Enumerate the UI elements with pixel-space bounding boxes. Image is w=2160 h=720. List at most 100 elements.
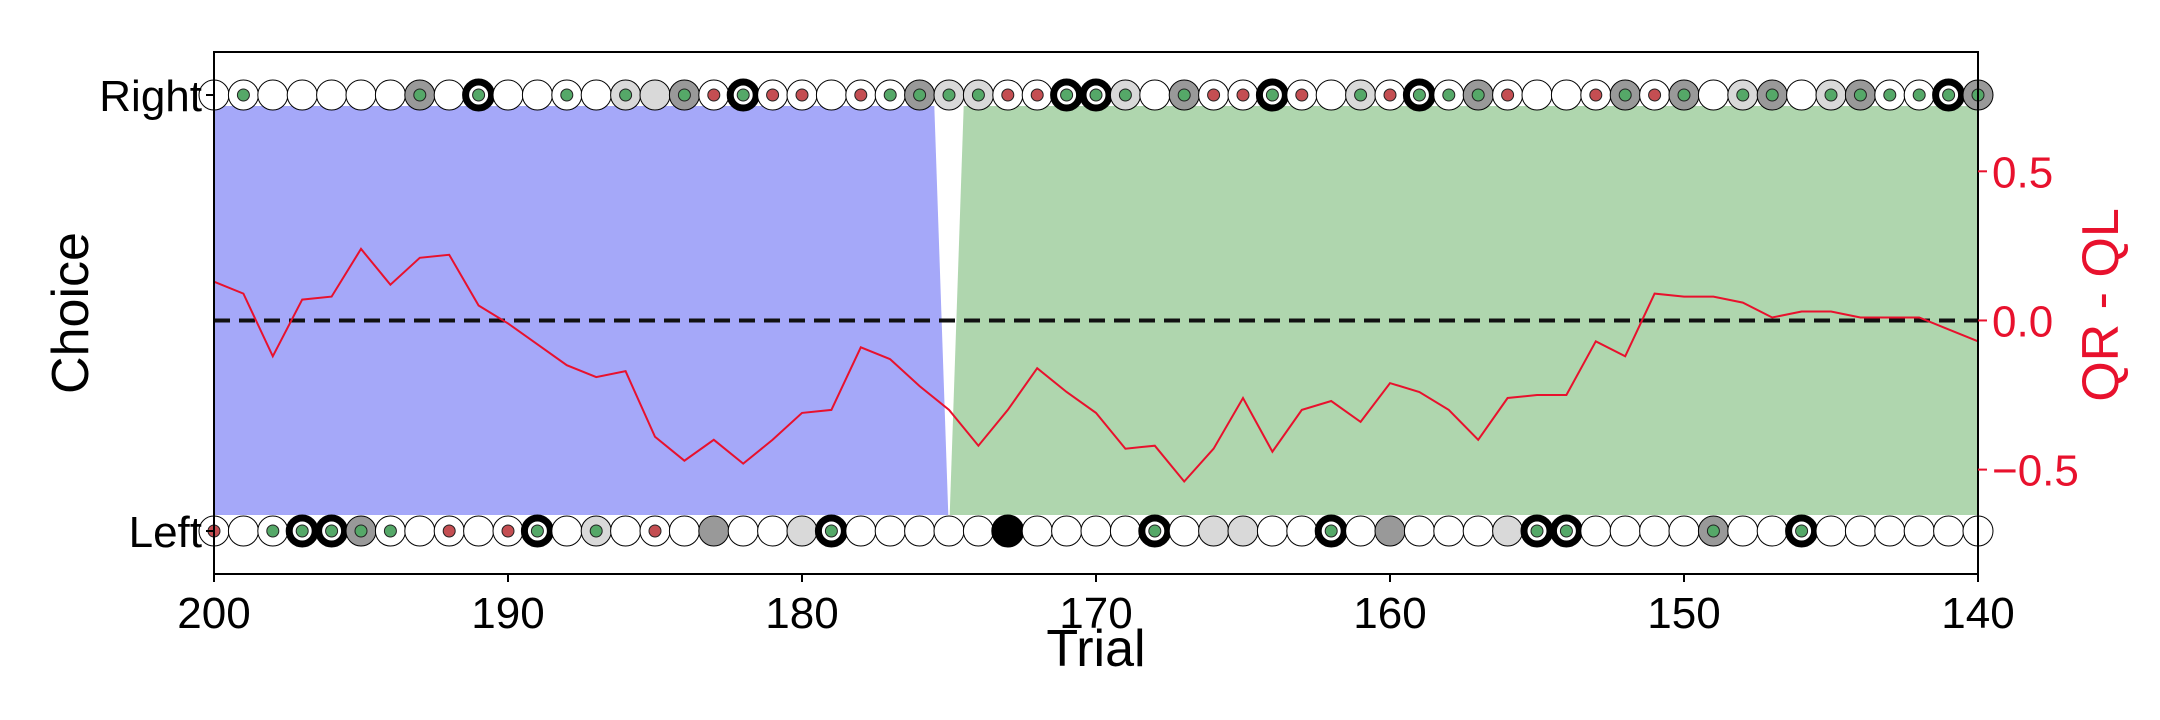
right-outcome-dot — [1471, 88, 1485, 102]
left-choice-marker — [1609, 515, 1641, 547]
left-outcome-dot — [1706, 524, 1720, 538]
right-choice-marker — [1139, 79, 1171, 111]
right-outcome-dot — [1618, 88, 1632, 102]
right-choice-marker — [1550, 79, 1582, 111]
right-outcome-dot — [1912, 88, 1926, 102]
right-choice-marker — [374, 79, 406, 111]
left-choice-marker — [1168, 515, 1200, 547]
right-outcome-dot — [1442, 88, 1456, 102]
left-choice-marker — [1668, 515, 1700, 547]
right-outcome-dot — [1412, 88, 1426, 102]
right-outcome-dot — [971, 88, 985, 102]
left-choice-marker — [227, 515, 259, 547]
right-outcome-dot — [619, 88, 633, 102]
right-choice-marker — [345, 79, 377, 111]
left-choice-marker — [698, 515, 730, 547]
choice-tick-label: Right — [99, 72, 202, 121]
left-outcome-dot — [383, 524, 397, 538]
left-choice-marker — [904, 515, 936, 547]
left-outcome-dot — [1530, 524, 1544, 538]
left-choice-marker — [1256, 515, 1288, 547]
right-outcome-dot — [1001, 88, 1015, 102]
right-outcome-dot — [1030, 88, 1044, 102]
left-choice-marker — [1227, 515, 1259, 547]
left-outcome-dot — [530, 524, 544, 538]
x-axis-label: Trial — [1046, 620, 1145, 678]
left-outcome-dot — [1559, 524, 1573, 538]
right-tick-label: −0.5 — [1992, 447, 2079, 496]
right-outcome-dot — [1824, 88, 1838, 102]
block-region-1 — [214, 106, 949, 515]
right-outcome-dot — [1501, 88, 1515, 102]
right-outcome-dot — [1736, 88, 1750, 102]
right-outcome-dot — [1677, 88, 1691, 102]
right-choice-marker — [580, 79, 612, 111]
x-tick-label: 160 — [1353, 589, 1426, 638]
left-choice-marker — [757, 515, 789, 547]
left-axis-label: Choice — [42, 232, 100, 394]
left-outcome-dot — [325, 524, 339, 538]
block-region-2 — [949, 106, 1979, 515]
left-choice-marker — [610, 515, 642, 547]
right-outcome-dot — [942, 88, 956, 102]
left-choice-marker — [845, 515, 877, 547]
right-outcome-dot — [854, 88, 868, 102]
right-outcome-dot — [1207, 88, 1221, 102]
right-outcome-dot — [413, 88, 427, 102]
left-choice-marker — [463, 515, 495, 547]
left-choice-marker — [991, 514, 1025, 548]
right-outcome-dot — [1853, 88, 1867, 102]
right-outcome-dot — [1354, 88, 1368, 102]
right-outcome-dot — [1177, 88, 1191, 102]
right-outcome-dot — [1236, 88, 1250, 102]
left-outcome-dot — [295, 524, 309, 538]
right-outcome-dot — [472, 88, 486, 102]
left-choice-marker — [1874, 515, 1906, 547]
x-tick-label: 150 — [1647, 589, 1720, 638]
right-outcome-dot — [236, 88, 250, 102]
left-outcome-dot — [354, 524, 368, 538]
x-tick-label: 170 — [1059, 589, 1132, 638]
left-choice-marker — [1639, 515, 1671, 547]
right-choice-marker — [492, 79, 524, 111]
x-tick-label: 200 — [177, 589, 250, 638]
left-choice-marker — [786, 515, 818, 547]
right-outcome-dot — [1942, 88, 1956, 102]
right-outcome-dot — [1589, 88, 1603, 102]
left-choice-marker — [1756, 515, 1788, 547]
tick-layer: 200 190 180 170 160 150 140 Left Right 0.5 0.0 −0.5 — [99, 72, 2079, 638]
left-choice-marker — [1286, 515, 1318, 547]
right-choice-marker — [1521, 79, 1553, 111]
right-outcome-dot — [883, 88, 897, 102]
right-outcome-dot — [736, 88, 750, 102]
right-outcome-dot — [1383, 88, 1397, 102]
right-outcome-dot — [560, 88, 574, 102]
right-outcome-dot — [1118, 88, 1132, 102]
left-choice-marker — [1198, 515, 1230, 547]
left-choice-marker — [874, 515, 906, 547]
x-tick-label: 180 — [765, 589, 838, 638]
left-choice-marker — [933, 515, 965, 547]
right-tick-label: 0.0 — [1992, 297, 2053, 346]
right-outcome-dot — [1295, 88, 1309, 102]
left-choice-marker — [1051, 515, 1083, 547]
right-choice-marker — [639, 79, 671, 111]
right-outcome-dot — [795, 88, 809, 102]
block-background-layer — [214, 106, 1979, 515]
left-choice-marker — [1933, 515, 1965, 547]
left-outcome-dot — [1324, 524, 1338, 538]
left-choice-marker — [1903, 515, 1935, 547]
left-choice-marker — [1433, 515, 1465, 547]
right-outcome-dot — [1060, 88, 1074, 102]
right-choice-marker — [1786, 79, 1818, 111]
left-choice-marker — [1492, 515, 1524, 547]
right-outcome-dot — [1765, 88, 1779, 102]
left-choice-marker — [1345, 515, 1377, 547]
left-outcome-dot — [824, 524, 838, 538]
left-outcome-dot — [501, 524, 515, 538]
left-outcome-dot — [1148, 524, 1162, 538]
right-choice-marker — [815, 79, 847, 111]
right-outcome-dot — [766, 88, 780, 102]
left-choice-marker — [962, 515, 994, 547]
